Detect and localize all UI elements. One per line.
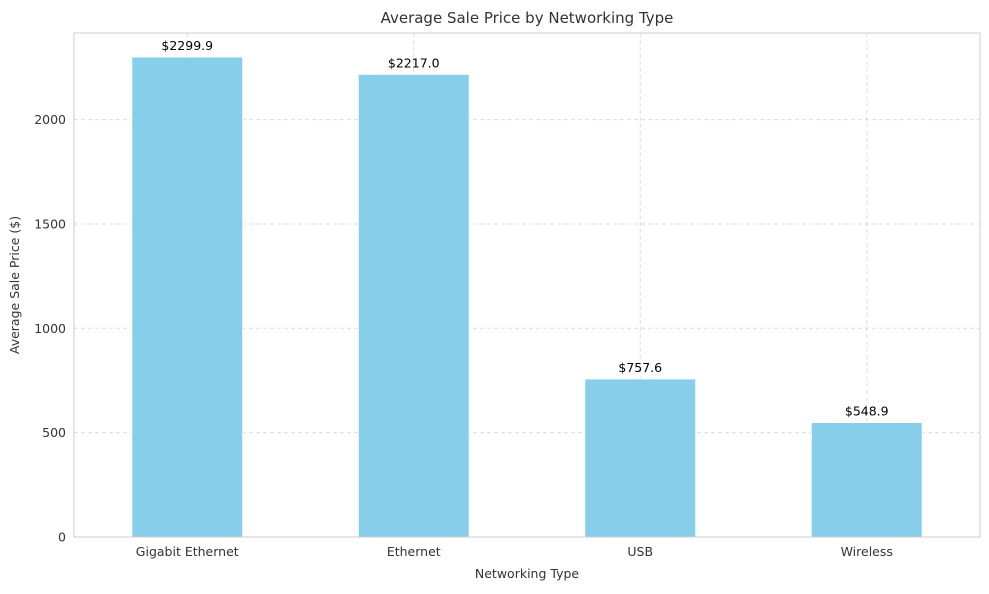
bar-value-label: $2217.0	[388, 55, 440, 70]
bar-value-label: $757.6	[618, 360, 662, 375]
data-labels: $2299.9 $2217.0 $757.6 $548.9	[161, 38, 888, 418]
bar	[131, 56, 244, 538]
y-tick-label: 0	[58, 530, 66, 545]
bar-value-label: $2299.9	[161, 38, 213, 53]
x-tick-label: USB	[627, 544, 653, 559]
y-tick-label: 1500	[34, 216, 66, 231]
plot-frame	[73, 32, 981, 538]
x-tick-label: Wireless	[841, 544, 893, 559]
x-tick-label: Ethernet	[387, 544, 441, 559]
x-tick-label: Gigabit Ethernet	[136, 544, 239, 559]
x-axis-ticks: Gigabit Ethernet Ethernet USB Wireless	[136, 544, 893, 559]
y-tick-label: 1000	[34, 321, 66, 336]
y-tick-label: 2000	[34, 112, 66, 127]
bar-value-label: $548.9	[845, 403, 889, 418]
bars	[131, 56, 923, 538]
bar	[810, 421, 923, 538]
y-tick-label: 500	[42, 425, 66, 440]
y-axis-ticks: 0 500 1000 1500 2000	[34, 112, 66, 544]
bar	[357, 73, 470, 538]
bar	[584, 378, 697, 538]
y-axis-label: Average Sale Price ($)	[7, 216, 22, 354]
chart-title: Average Sale Price by Networking Type	[381, 9, 674, 27]
x-axis-label: Networking Type	[475, 566, 580, 581]
